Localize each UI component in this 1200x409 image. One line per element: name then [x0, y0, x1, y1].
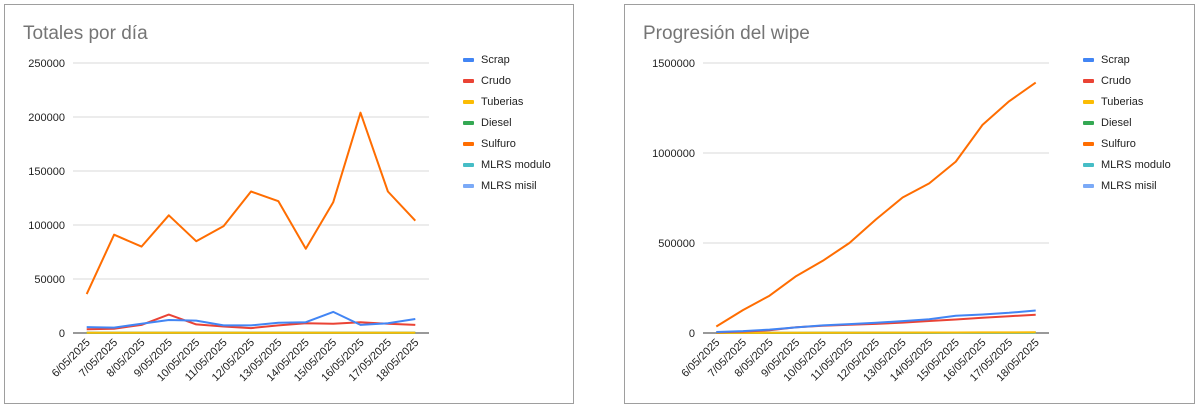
series-line-scrap	[86, 310, 416, 329]
series-line-tuberias	[716, 331, 1036, 334]
y-tick-label: 100000	[28, 220, 65, 232]
legend-swatch	[463, 121, 474, 125]
legend-swatch	[463, 58, 474, 62]
legend-swatch	[463, 184, 474, 188]
wipe-progression-line-chart: 0500000100000015000006/05/20257/05/20258…	[652, 54, 1171, 384]
legend-label: MLRS misil	[1101, 180, 1157, 192]
legend-label: Sulfuro	[1101, 138, 1136, 150]
legend-label: Sulfuro	[481, 138, 516, 150]
chart-panel-wipe-progression: Progresión del wipe 0 500000 1000000 150000…	[624, 4, 1195, 404]
daily-totals-line-chart: 0500001000001500002000002500006/05/20257…	[28, 54, 551, 384]
y-tick-label: 1500000	[652, 58, 695, 70]
y-tick-label: 250000	[28, 58, 65, 70]
legend-label: Tuberias	[1101, 96, 1144, 108]
chart-panel-daily-totals: Totales por día 0 50000 100000 150000 200000…	[4, 4, 574, 404]
y-tick-label: 0	[59, 328, 65, 340]
series-line-scrap	[716, 309, 1036, 333]
legend-swatch	[463, 79, 474, 83]
legend-label: Diesel	[481, 117, 512, 129]
legend-swatch	[1083, 184, 1094, 188]
legend-swatch	[1083, 121, 1094, 125]
legend-swatch	[1083, 100, 1094, 104]
legend-swatch	[1083, 142, 1094, 146]
series-line-sulfuro	[85, 111, 417, 295]
legend-label: Crudo	[1101, 75, 1131, 87]
legend-swatch	[463, 142, 474, 146]
legend-swatch	[463, 100, 474, 104]
series-line-crudo	[86, 313, 416, 331]
series-line-sulfuro	[715, 81, 1037, 328]
legend-label: MLRS modulo	[481, 159, 551, 171]
legend-label: Scrap	[1101, 54, 1130, 66]
y-tick-label: 150000	[28, 166, 65, 178]
legend-swatch	[1083, 163, 1094, 167]
legend-swatch	[1083, 79, 1094, 83]
legend-label: Diesel	[1101, 117, 1132, 129]
chart-title: Progresión del wipe	[643, 23, 810, 44]
legend-swatch	[463, 163, 474, 167]
y-tick-label: 500000	[658, 238, 695, 250]
y-tick-label: 0	[689, 328, 695, 340]
legend-label: MLRS misil	[481, 180, 537, 192]
y-tick-label: 1000000	[652, 148, 695, 160]
legend-label: Tuberias	[481, 96, 524, 108]
legend-label: Scrap	[481, 54, 510, 66]
legend-label: Crudo	[481, 75, 511, 87]
legend-swatch	[1083, 58, 1094, 62]
legend-label: MLRS modulo	[1101, 159, 1171, 171]
y-tick-label: 200000	[28, 112, 65, 124]
chart-title: Totales por día	[23, 23, 148, 44]
y-tick-label: 50000	[34, 274, 65, 286]
